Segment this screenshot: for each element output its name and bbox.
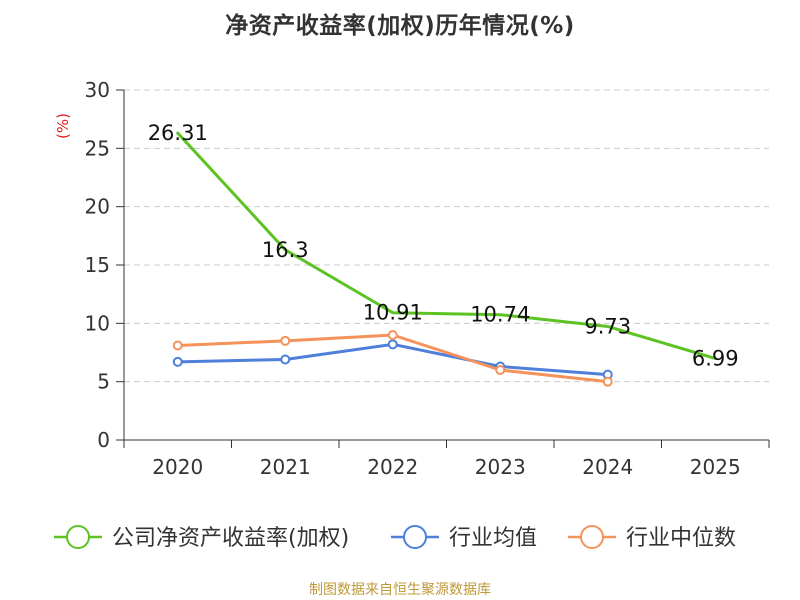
- legend-label: 公司净资产收益率(加权): [112, 526, 349, 551]
- y-tick-label: 20: [85, 195, 110, 219]
- x-tick-label: 2023: [475, 455, 526, 479]
- y-tick-label: 10: [85, 311, 110, 335]
- series-point: [387, 339, 398, 350]
- series-point: [280, 335, 291, 346]
- legend: 公司净资产收益率(加权) 行业均值 行业中位数: [54, 525, 736, 551]
- x-tick-label: 2025: [690, 455, 741, 479]
- series-point: [172, 356, 183, 367]
- source-note: 制图数据来自恒生聚源数据库: [309, 582, 491, 598]
- legend-item: 公司净资产收益率(加权): [54, 525, 349, 551]
- data-labels: 26.31 16.3 10.91 10.74 9.73 6.99: [148, 121, 739, 370]
- y-tick-label: 5: [97, 370, 110, 394]
- data-label: 16.3: [262, 238, 309, 262]
- series-point: [387, 330, 398, 340]
- y-tick-label: 30: [85, 78, 110, 102]
- y-tick-label: 25: [85, 136, 110, 160]
- data-label: 26.31: [148, 121, 208, 145]
- series-point: [495, 365, 506, 375]
- x-tick-label: 2021: [260, 455, 311, 479]
- chart-title: 净资产收益率(加权)历年情况(%): [225, 13, 575, 39]
- data-label: 6.99: [692, 346, 739, 370]
- data-label: 10.74: [470, 303, 530, 327]
- data-label: 9.73: [584, 314, 631, 338]
- legend-marker: [66, 525, 90, 549]
- series-line-0: [176, 131, 717, 360]
- legend-marker: [403, 525, 427, 549]
- x-tick-label: 2020: [152, 455, 203, 479]
- series-point: [172, 340, 183, 351]
- y-axis-label: (%): [54, 113, 72, 139]
- series-point: [602, 376, 613, 387]
- x-tick-label: 2022: [367, 455, 418, 479]
- y-tick-label: 0: [97, 428, 110, 452]
- series-point: [280, 354, 291, 365]
- y-tick-label: 15: [85, 253, 110, 277]
- legend-item: 行业中位数: [568, 525, 736, 551]
- grid-lines: [124, 89, 769, 383]
- legend-label: 行业中位数: [626, 526, 736, 551]
- legend-item: 行业均值: [391, 525, 537, 551]
- legend-label: 行业均值: [449, 526, 537, 551]
- data-label: 10.91: [363, 301, 423, 325]
- x-tick-label: 2024: [582, 455, 633, 479]
- series: [172, 131, 717, 387]
- legend-marker: [580, 525, 604, 549]
